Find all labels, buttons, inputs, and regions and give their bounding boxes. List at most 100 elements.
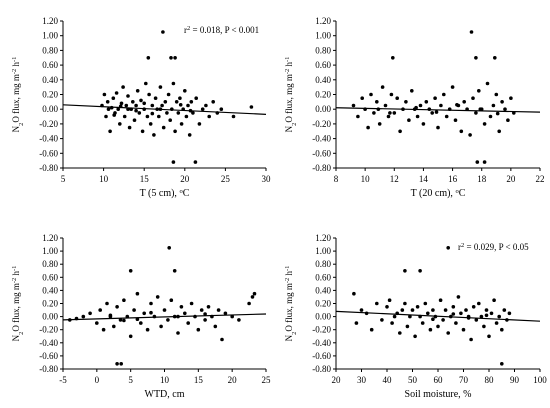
data-point — [121, 85, 125, 89]
data-point — [122, 298, 126, 303]
data-point — [155, 295, 160, 299]
data-point — [203, 312, 207, 316]
data-point — [477, 89, 481, 93]
x-tick-label: 10 — [361, 174, 371, 184]
data-point — [438, 298, 443, 303]
x-tick-label: 12 — [390, 174, 399, 184]
y-tick-label: -0.20 — [39, 325, 58, 335]
data-point — [383, 103, 388, 108]
scatter-panel-1: -0.80 -0.60 -0.40 -0.20 0.00 0.20 0.40 0.60 0.80… — [11, 16, 272, 199]
data-point — [159, 324, 163, 329]
data-point — [165, 111, 169, 115]
y-tick-label: 0.20 — [42, 90, 58, 100]
x-axis-label: T (5 cm), oC — [140, 188, 190, 200]
data-point — [487, 334, 491, 339]
data-point — [199, 308, 204, 312]
data-point — [398, 129, 402, 134]
data-point — [459, 311, 463, 316]
x-tick-label: 25 — [221, 174, 231, 184]
x-tick-label: 22 — [536, 174, 545, 184]
y-tick-label: -0.80 — [312, 163, 331, 173]
data-point — [395, 96, 400, 100]
data-point — [112, 324, 116, 329]
data-point — [145, 327, 150, 332]
y-tick-label: 0.20 — [315, 90, 331, 100]
data-point — [446, 331, 451, 335]
data-point — [219, 107, 224, 111]
data-point — [128, 269, 133, 273]
data-point — [231, 114, 236, 119]
y-tick-label: 1.00 — [315, 246, 331, 256]
data-point — [392, 314, 397, 319]
data-point — [189, 100, 194, 104]
data-point — [359, 308, 364, 312]
data-point — [462, 100, 467, 104]
data-point — [118, 122, 122, 126]
data-point — [407, 118, 411, 122]
data-point — [168, 118, 172, 122]
data-point — [204, 103, 208, 108]
data-point — [95, 321, 99, 325]
y-tick-label: -0.20 — [312, 325, 331, 335]
data-point — [148, 122, 153, 126]
data-point — [132, 308, 136, 312]
data-point — [387, 298, 392, 303]
y-tick-label: 1.20 — [315, 233, 331, 243]
data-point — [471, 96, 475, 100]
y-tick-label: 0.40 — [315, 285, 331, 295]
data-point — [105, 301, 109, 306]
data-point — [410, 89, 414, 93]
data-point — [184, 114, 189, 119]
data-point — [400, 308, 405, 312]
data-point — [211, 100, 215, 104]
y-tick-label: 0.20 — [42, 299, 58, 309]
data-point — [408, 314, 412, 319]
y-tick-label: 0.60 — [315, 60, 331, 70]
data-point — [162, 308, 167, 312]
data-point — [119, 101, 124, 106]
data-point — [360, 96, 365, 100]
data-point — [114, 91, 119, 95]
x-tick-label: 20 — [332, 375, 342, 385]
data-point — [128, 334, 133, 339]
data-point — [161, 30, 165, 34]
data-point — [88, 311, 92, 316]
data-point — [171, 160, 176, 164]
data-point — [115, 305, 119, 309]
y-tick-label: 0.60 — [42, 272, 58, 282]
data-point — [424, 100, 429, 104]
data-point — [163, 100, 168, 104]
data-point — [178, 96, 182, 100]
data-point — [398, 331, 402, 335]
y-tick-label: 0.80 — [42, 259, 58, 269]
data-point — [421, 122, 426, 126]
data-point — [220, 337, 224, 342]
data-point — [161, 125, 166, 130]
x-tick-label: 30 — [262, 174, 272, 184]
y-tick-label: 1.00 — [42, 31, 58, 41]
x-axis-label: T (20 cm), oC — [411, 188, 466, 200]
data-point — [158, 85, 163, 89]
data-point — [106, 107, 111, 111]
x-tick-label: 8 — [334, 174, 339, 184]
data-point — [497, 129, 502, 134]
data-point — [134, 103, 138, 108]
data-point — [149, 310, 153, 315]
data-point — [388, 111, 392, 115]
y-tick-label: -0.60 — [312, 351, 331, 361]
x-tick-label: 40 — [383, 375, 393, 385]
data-point — [485, 81, 490, 86]
y-tick-label: -0.60 — [39, 148, 58, 158]
data-point — [172, 269, 177, 273]
data-point — [122, 318, 126, 323]
data-point — [479, 314, 484, 319]
data-point — [502, 308, 507, 312]
x-tick-label: 5 — [61, 174, 66, 184]
data-point — [152, 133, 156, 137]
data-point — [174, 100, 179, 104]
data-point — [183, 89, 187, 93]
x-tick-label: 90 — [510, 375, 520, 385]
data-point — [431, 317, 435, 322]
scatter-panel-3: -0.80 -0.60 -0.40 -0.20 0.00 0.20 0.40 0.60 0.80… — [11, 233, 272, 400]
data-point — [390, 321, 394, 325]
